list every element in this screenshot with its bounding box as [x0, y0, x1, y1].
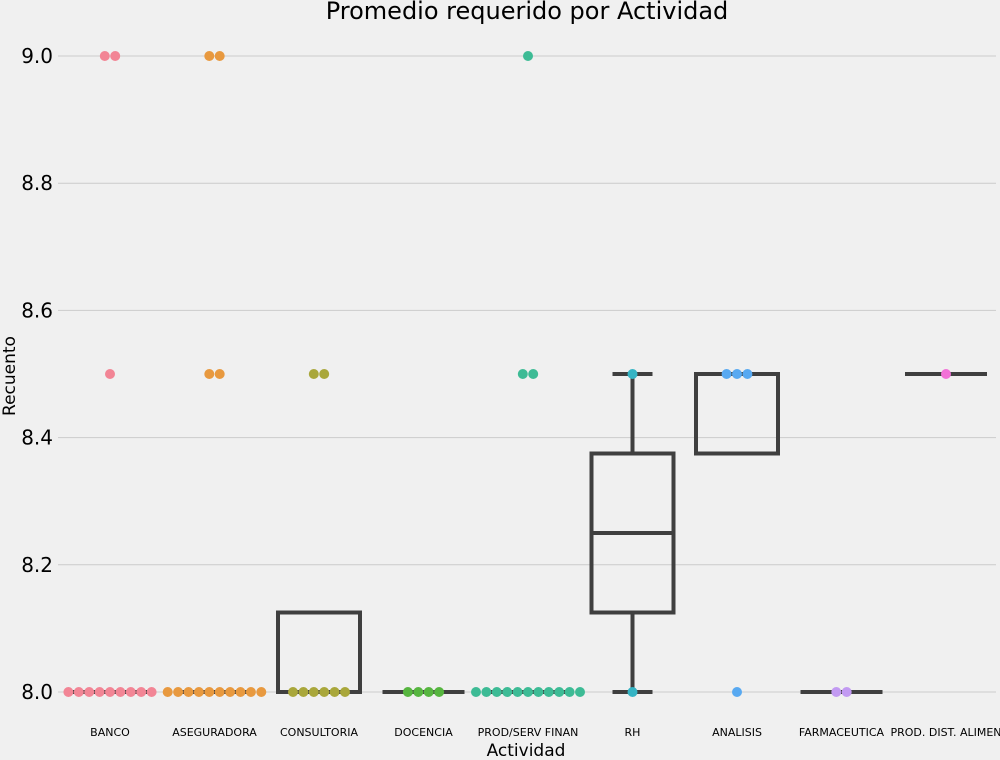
data-point [235, 687, 246, 697]
x-tick-label: ASEGURADORA [172, 726, 257, 739]
y-tick-label: 9.0 [21, 44, 53, 68]
y-tick-label: 8.0 [21, 680, 53, 704]
box-5 [589, 372, 676, 694]
data-point [523, 687, 533, 697]
data-point [732, 687, 742, 697]
x-tick-label: RH [625, 726, 641, 739]
box-body [694, 372, 780, 456]
data-point [340, 687, 350, 697]
box-body [276, 610, 362, 694]
data-point [256, 687, 267, 697]
data-point [162, 687, 173, 697]
x-tick-label: DOCENCIA [394, 726, 453, 739]
data-point [245, 687, 256, 697]
data-point [491, 687, 502, 697]
data-point [575, 687, 585, 697]
data-point [84, 687, 95, 697]
data-point [732, 369, 742, 379]
data-point [73, 687, 84, 697]
y-tick-label: 8.6 [21, 298, 53, 322]
x-tick-label: BANCO [90, 726, 130, 739]
data-point [742, 369, 753, 379]
y-tick-label: 8.2 [21, 553, 53, 577]
data-point [319, 687, 330, 697]
x-axis-label: Actividad [487, 741, 566, 760]
y-tick-label: 8.4 [21, 426, 53, 450]
data-point [481, 687, 492, 697]
data-point [528, 369, 539, 379]
data-point [434, 687, 445, 697]
y-axis-label: Recuento [0, 336, 20, 416]
data-point [533, 687, 544, 697]
x-tick-label: ANALISIS [712, 726, 762, 739]
data-point [523, 51, 533, 61]
data-point [136, 687, 147, 697]
data-point [288, 687, 298, 697]
data-point [125, 687, 136, 697]
data-point [183, 687, 194, 697]
data-point [831, 687, 842, 697]
data-point [115, 687, 126, 697]
x-ticks: BANCO ASEGURADORA CONSULTORIA DOCENCIA PROD/… [90, 726, 1000, 739]
data-point [173, 687, 184, 697]
data-point [204, 687, 215, 697]
data-point [94, 687, 105, 697]
data-point [214, 369, 225, 379]
data-point [554, 687, 565, 697]
data-point [502, 687, 513, 697]
data-point [402, 687, 413, 697]
data-point [543, 687, 554, 697]
data-point [99, 51, 110, 61]
data-point [105, 369, 115, 379]
x-tick-label: CONSULTORIA [280, 726, 358, 739]
x-tick-label: PROD/SERV FINAN [478, 726, 579, 739]
data-point [214, 687, 225, 697]
data-point [329, 687, 340, 697]
data-point [517, 369, 528, 379]
data-point [627, 687, 638, 697]
data-point [225, 687, 236, 697]
data-point [105, 687, 115, 697]
data-point [721, 369, 732, 379]
x-tick-label: FARMACEUTICA [799, 726, 885, 739]
box-2 [276, 610, 362, 694]
y-tick-label: 8.8 [21, 171, 53, 195]
data-point [941, 369, 951, 379]
data-point [308, 369, 319, 379]
x-tick-label: PROD. DIST. ALIMEN [890, 726, 1000, 739]
box-6 [694, 372, 780, 456]
data-point [413, 687, 424, 697]
data-point [512, 687, 523, 697]
data-point [204, 51, 215, 61]
data-point [841, 687, 852, 697]
data-point [308, 687, 319, 697]
data-point [204, 369, 215, 379]
data-point [319, 369, 330, 379]
data-point [298, 687, 309, 697]
y-ticks: 8.0 8.2 8.4 8.6 8.8 9.0 [21, 44, 53, 704]
data-point [193, 687, 204, 697]
boxes [69, 372, 987, 694]
data-point [627, 369, 638, 379]
data-point [471, 687, 481, 697]
data-point [63, 687, 74, 697]
data-point [423, 687, 434, 697]
data-point [146, 687, 157, 697]
data-point [564, 687, 575, 697]
chart-title: Promedio requerido por Actividad [326, 0, 729, 25]
swarm-points [63, 51, 951, 697]
data-point [110, 51, 121, 61]
data-point [214, 51, 225, 61]
